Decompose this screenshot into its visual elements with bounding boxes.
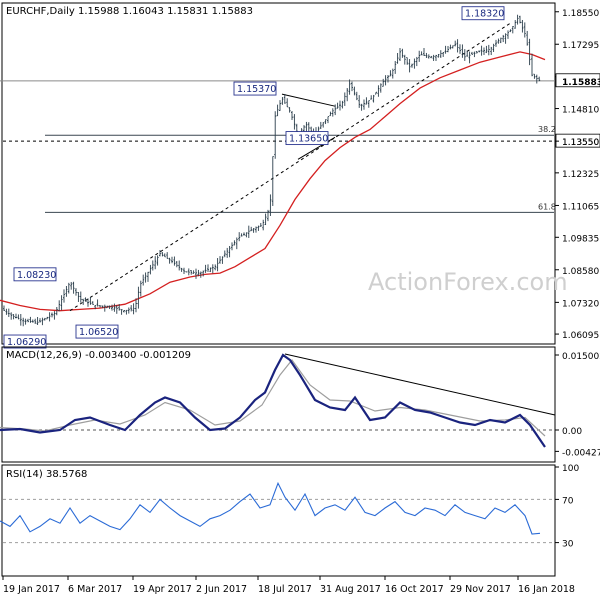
price-y-tick-label: 1.07320 bbox=[562, 299, 599, 309]
label-1.06520-box bbox=[75, 324, 119, 339]
macd-panel-frame bbox=[1, 346, 556, 463]
price-panel: EURCHF,Daily 1.15988 1.16043 1.15831 1.1… bbox=[0, 2, 600, 349]
rsi-y-axis: 100 70 30 bbox=[555, 464, 579, 550]
x-tick-label: 16 Oct 2017 bbox=[385, 584, 444, 595]
price-y-tick-label: 1.12325 bbox=[562, 170, 599, 180]
label-1.15370-box bbox=[233, 81, 277, 96]
macd-y-tick-label: 0.015002 bbox=[562, 352, 600, 362]
support-1.1355-label: 1.13550 bbox=[562, 138, 599, 148]
x-tick-label: 6 Mar 2017 bbox=[68, 584, 122, 595]
current-price-box bbox=[555, 73, 600, 88]
x-tick-label: 19 Jan 2017 bbox=[3, 584, 60, 595]
price-annotations: 1.18320 1.15370 1.13650 1.08230 1.06520 1.062… bbox=[3, 6, 505, 349]
label-1.08230: 1.08230 bbox=[17, 270, 56, 281]
label-1.15370: 1.15370 bbox=[237, 84, 276, 95]
price-y-tick-label: 1.06095 bbox=[562, 331, 599, 341]
x-tick-label: 19 Apr 2017 bbox=[133, 584, 192, 595]
price-y-tick-label: 1.13550 bbox=[562, 138, 599, 148]
rsi-y-tick-label: 30 bbox=[562, 540, 574, 550]
macd-trendline bbox=[284, 353, 556, 416]
price-trendlines bbox=[69, 22, 511, 312]
price-bars bbox=[3, 14, 541, 327]
price-y-tick-label: 1.18550 bbox=[562, 9, 599, 19]
current-price-label: 1.15883 bbox=[562, 78, 600, 88]
price-y-tick-label: 1.11065 bbox=[562, 202, 599, 212]
label-1.06520: 1.06520 bbox=[79, 327, 118, 338]
watermark: ActionForex.com bbox=[368, 268, 568, 296]
x-tick-label: 16 Jan 2018 bbox=[518, 584, 575, 595]
price-y-tick-label: 1.09835 bbox=[562, 234, 599, 244]
label-1.18320-box bbox=[461, 6, 505, 21]
triangle-top bbox=[281, 93, 336, 107]
rsi-y-tick-label: 100 bbox=[562, 464, 579, 474]
label-1.18320: 1.18320 bbox=[465, 9, 504, 20]
fib-38.2-label: 38.2 bbox=[538, 125, 556, 134]
price-y-tick-label: 1.08580 bbox=[562, 267, 599, 277]
rsi-header: RSI(14) 38.5768 bbox=[6, 469, 87, 480]
macd-y-tick-label: 0.00 bbox=[562, 427, 582, 437]
rsi-line bbox=[0, 481, 541, 535]
x-tick-label: 2 Jun 2017 bbox=[196, 584, 247, 595]
macd-header: MACD(12,26,9) -0.003400 -0.001209 bbox=[6, 350, 191, 361]
rsi-lines bbox=[0, 481, 554, 544]
label-1.06290: 1.06290 bbox=[7, 337, 46, 348]
triangle-bottom bbox=[297, 136, 336, 160]
label-1.13650-box bbox=[285, 131, 329, 146]
label-1.13650: 1.13650 bbox=[289, 134, 328, 145]
price-panel-frame bbox=[1, 2, 556, 345]
rsi-panel: RSI(14) 38.5768 100 70 30 bbox=[0, 464, 579, 577]
x-tick-label: 18 Jul 2017 bbox=[258, 584, 312, 595]
macd-panel: MACD(12,26,9) -0.003400 -0.001209 0.0150… bbox=[0, 346, 600, 463]
price-y-tick-label: 1.14810 bbox=[562, 106, 599, 116]
macd-main-line bbox=[0, 353, 546, 448]
macd-y-tick-label: -0.004276 bbox=[562, 448, 600, 458]
rsi-y-tick-label: 70 bbox=[562, 496, 574, 506]
price-y-tick-label: 1.17295 bbox=[562, 41, 599, 51]
price-reference-lines: 1.13550 38.2 61.8 bbox=[0, 80, 600, 213]
fib-61.8-label: 61.8 bbox=[538, 202, 556, 211]
macd-y-axis: 0.015002 0.00 -0.004276 bbox=[555, 352, 600, 458]
label-1.08230-box bbox=[13, 267, 57, 282]
rsi-panel-frame bbox=[1, 464, 556, 577]
price-y-axis: 1.185501.172951.160401.148101.135501.123… bbox=[555, 9, 600, 341]
label-1.06290-box bbox=[3, 334, 47, 349]
x-tick-label: 29 Nov 2017 bbox=[450, 584, 511, 595]
x-axis: 19 Jan 2017 6 Mar 2017 19 Apr 2017 2 Jun 20… bbox=[2, 576, 575, 595]
macd-lines bbox=[0, 353, 556, 448]
price-header: EURCHF,Daily 1.15988 1.16043 1.15831 1.1… bbox=[6, 6, 253, 17]
x-tick-label: 31 Aug 2017 bbox=[320, 584, 381, 595]
